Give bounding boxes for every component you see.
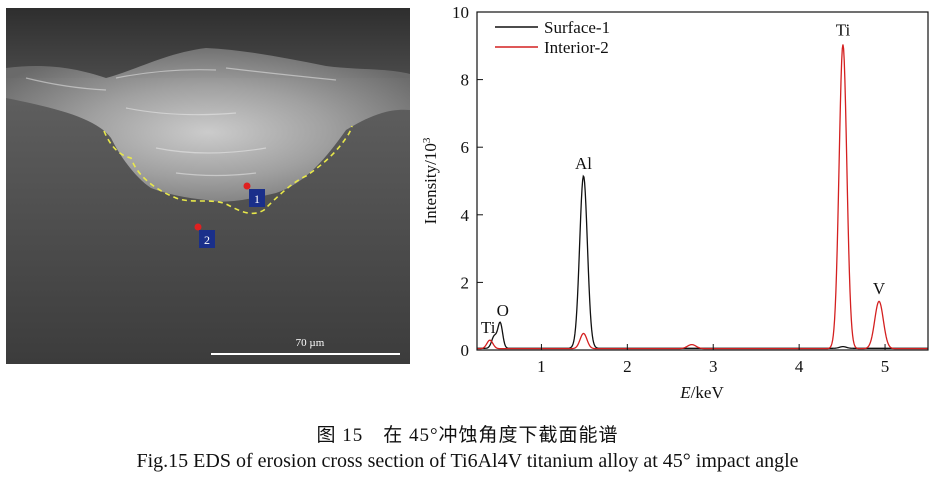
- x-tick-label: 2: [623, 357, 632, 376]
- x-tick-label: 1: [537, 357, 546, 376]
- peak-label-ti: Ti: [836, 21, 851, 40]
- sem-micrograph: 1 2 70 µm: [6, 8, 410, 364]
- peak-label-ti: Ti: [481, 318, 496, 337]
- y-tick-label: 8: [461, 71, 470, 90]
- sem-point-2-label: 2: [204, 233, 210, 247]
- figure-caption-chinese: 图 15 在 45°冲蚀角度下截面能谱: [316, 425, 619, 446]
- sem-point-2-marker: [194, 223, 202, 231]
- peak-label-al: Al: [575, 154, 592, 173]
- y-axis-label: Intensity/103: [421, 137, 440, 224]
- y-tick-label: 10: [452, 3, 469, 22]
- sem-eroded-surface: [6, 48, 410, 202]
- y-tick-label: 2: [461, 273, 470, 292]
- y-tick-label: 4: [461, 206, 470, 225]
- sem-point-2-box: [199, 230, 215, 248]
- series-line-interior-2: [477, 44, 928, 350]
- y-tick-label: 0: [461, 341, 470, 360]
- x-tick-label: 3: [709, 357, 718, 376]
- x-tick-label: 4: [795, 357, 804, 376]
- y-tick-label: 6: [461, 138, 470, 157]
- x-tick-label: 5: [881, 357, 890, 376]
- figure-caption-english: Fig.15 EDS of erosion cross section of T…: [136, 450, 799, 472]
- legend-label-surface-1: Surface-1: [544, 18, 610, 37]
- sem-point-1-box: [249, 189, 265, 207]
- sem-scale-bar-label: 70 µm: [296, 337, 325, 349]
- legend: Surface-1 Interior-2: [495, 18, 610, 57]
- sem-point-1-marker: [243, 182, 251, 190]
- plot-frame: [476, 11, 929, 351]
- legend-label-interior-2: Interior-2: [544, 38, 609, 57]
- sem-surface-texture: [25, 67, 337, 177]
- peak-label-o: O: [497, 301, 509, 320]
- sem-point-1-label: 1: [254, 192, 260, 206]
- sem-erosion-boundary: [103, 125, 353, 215]
- x-axis-label: E/keV: [679, 383, 724, 402]
- series-line-surface-1: [477, 174, 928, 349]
- y-axis-label-sup: 3: [421, 137, 433, 143]
- peak-label-v: V: [873, 279, 886, 298]
